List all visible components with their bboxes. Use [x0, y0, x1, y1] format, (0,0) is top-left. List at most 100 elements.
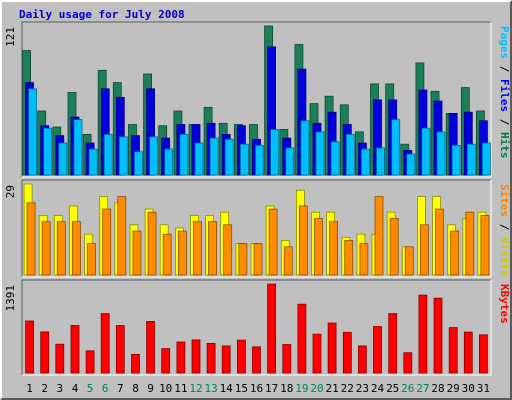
x-tick-label-day-13: 13	[204, 382, 217, 395]
bar-sites-day-10	[162, 233, 172, 276]
bar-kbytes-day-13	[206, 342, 216, 374]
bar-pages-day-20	[315, 131, 325, 176]
x-tick-label-day-16: 16	[250, 382, 263, 395]
panel-visits-sites-legend: Sites / Visits	[498, 184, 511, 277]
bar-pages-day-14	[224, 138, 234, 176]
bar-pages-day-23	[360, 148, 370, 176]
bar-kbytes-day-1	[25, 320, 35, 374]
x-tick-label-day-24: 24	[371, 382, 385, 395]
bar-sites-day-27	[419, 224, 429, 276]
x-tick-label-day-21: 21	[325, 382, 338, 395]
bar-pages-day-17	[270, 128, 280, 176]
bar-pages-day-3	[58, 142, 68, 176]
x-tick-label-day-28: 28	[431, 382, 444, 395]
bar-sites-day-4	[72, 221, 81, 276]
x-tick-label-day-26: 26	[401, 382, 414, 395]
bar-pages-day-8	[134, 151, 143, 176]
bar-pages-day-10	[164, 148, 174, 176]
bar-sites-day-19	[298, 205, 308, 276]
bar-sites-day-20	[314, 218, 323, 276]
bar-sites-day-18	[283, 246, 293, 276]
panel-kbytes-plot-area-shadow-edge	[21, 279, 491, 375]
bar-kbytes-day-31	[478, 334, 488, 374]
panel-visits-sites: 29 Sites / Visits	[4, 179, 511, 278]
x-tick-label-day-18: 18	[280, 382, 293, 395]
x-tick-label-day-9: 9	[147, 382, 154, 395]
bar-kbytes-day-16	[252, 346, 261, 374]
panel-kbytes-plot-area-light-edge	[22, 280, 492, 376]
bar-sites-day-17	[268, 208, 278, 276]
bar-pages-day-28	[436, 131, 446, 176]
series-kbytes	[25, 283, 488, 374]
panel-visits-sites-plot-area-shadow-edge	[21, 179, 491, 277]
bar-kbytes-day-8	[131, 353, 140, 374]
legend-part-3: /	[498, 112, 511, 132]
bar-pages-day-15	[239, 143, 249, 176]
x-tick-label-day-10: 10	[159, 382, 172, 395]
bar-kbytes-day-5	[85, 350, 95, 374]
bar-pages-day-18	[285, 147, 295, 176]
bar-sites-day-12	[193, 221, 202, 276]
bar-kbytes-day-14	[221, 345, 231, 374]
panel-hits-files-pages: 121 Pages / Files / Hits	[4, 21, 511, 178]
bar-kbytes-day-26	[403, 352, 413, 374]
bar-pages-day-19	[300, 120, 310, 176]
bar-kbytes-day-30	[463, 331, 473, 374]
bar-sites-day-9	[147, 211, 157, 276]
panel-visits-sites-max-label: 29	[4, 185, 17, 198]
bar-sites-day-6	[102, 208, 112, 276]
bar-kbytes-day-15	[236, 339, 246, 374]
bar-pages-day-6	[103, 133, 113, 176]
x-tick-label-day-31: 31	[477, 382, 490, 395]
x-tick-label-day-5: 5	[87, 382, 94, 395]
bar-kbytes-day-23	[357, 345, 367, 374]
panel-kbytes-legend: KBytes	[498, 284, 511, 324]
bar-kbytes-day-3	[55, 343, 65, 374]
panel-hits-files-pages-max-label: 121	[4, 27, 17, 47]
bar-pages-day-7	[118, 136, 128, 176]
x-tick-label-day-19: 19	[295, 382, 308, 395]
legend-part-0: Sites	[498, 184, 511, 217]
bar-sites-day-15	[238, 243, 248, 276]
bar-kbytes-day-24	[373, 326, 382, 374]
bar-kbytes-day-28	[433, 297, 443, 374]
bar-pages-day-26	[406, 153, 416, 176]
bar-kbytes-day-29	[448, 327, 458, 374]
bar-pages-day-30	[466, 143, 476, 176]
x-tick-label-day-14: 14	[220, 382, 234, 395]
bar-kbytes-day-22	[342, 331, 352, 374]
bar-kbytes-day-27	[418, 294, 428, 374]
x-tick-label-day-3: 3	[56, 382, 63, 395]
legend-part-2: Files	[498, 79, 511, 112]
x-tick-label-day-12: 12	[189, 382, 202, 395]
chart-title: Daily usage for July 2008	[19, 8, 185, 21]
panel-hits-files-pages-plot-area-shadow-edge	[21, 21, 491, 177]
series-pages	[28, 88, 491, 176]
legend-part-2: Visits	[498, 237, 511, 277]
bar-sites-day-31	[480, 214, 490, 276]
legend-part-1: /	[498, 217, 511, 237]
bar-pages-day-25	[391, 119, 401, 176]
x-tick-label-day-11: 11	[174, 382, 187, 395]
x-tick-label-day-4: 4	[72, 382, 79, 395]
bar-pages-day-12	[194, 142, 204, 176]
x-tick-label-day-30: 30	[462, 382, 475, 395]
panel-kbytes: 1391 KBytes	[4, 279, 511, 376]
bar-pages-day-21	[330, 141, 340, 176]
x-tick-label-day-7: 7	[117, 382, 124, 395]
bar-kbytes-day-20	[312, 333, 322, 374]
bar-sites-day-14	[223, 224, 233, 276]
x-tick-label-day-22: 22	[341, 382, 354, 395]
bar-kbytes-day-21	[327, 322, 337, 374]
bar-sites-day-11	[177, 230, 187, 276]
bar-kbytes-day-17	[267, 283, 277, 374]
bar-pages-day-5	[88, 148, 98, 176]
x-tick-label-day-1: 1	[26, 382, 33, 395]
bar-kbytes-day-6	[100, 313, 110, 374]
bar-sites-day-25	[389, 218, 399, 276]
legend-part-0: Pages	[498, 26, 511, 59]
bar-pages-day-4	[73, 119, 83, 176]
bar-pages-day-24	[376, 147, 385, 176]
